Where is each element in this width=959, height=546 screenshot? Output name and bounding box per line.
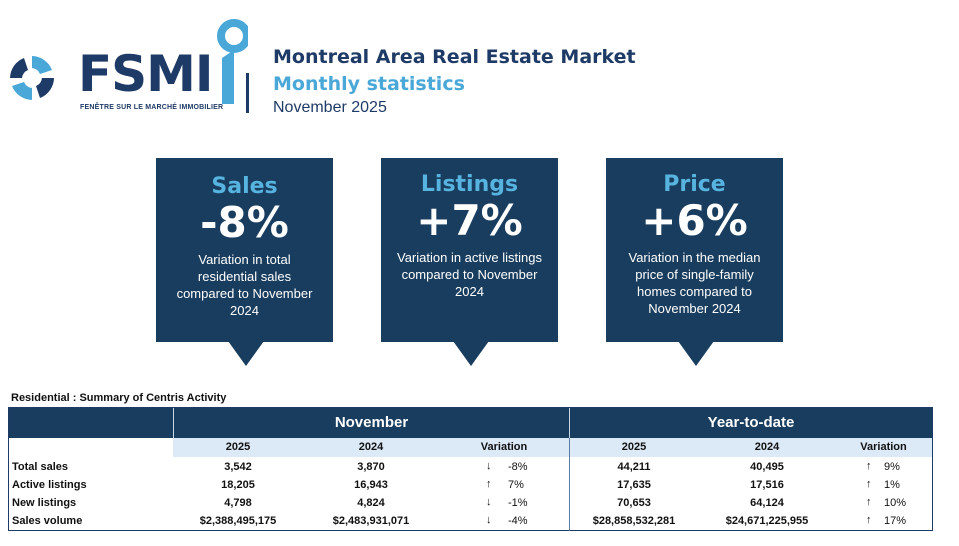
arrow-down-icon: ↓ [486,460,492,472]
page-subtitle: Monthly statistics [273,73,465,95]
arrow-up-icon: ↑ [866,460,872,472]
group-year-to-date: Year-to-date [569,408,932,438]
col-ytd-2025: 2025 [621,441,647,453]
table-row: New listings 4,798 4,824 70,653 64,124 ↓ -1% ↑ 1… [9,495,932,513]
cell-nov-2024: $2,483,931,071 [332,515,410,527]
row-label: Active listings [12,479,87,491]
cell-nov-variation: 7% [508,479,524,491]
cell-nov-2025: 18,205 [221,479,255,491]
callout-value: +6% [641,196,748,245]
group-divider [569,438,570,531]
cell-nov-2024: 3,870 [357,461,385,473]
row-label: New listings [12,497,77,509]
logo-wordmark: FSMI [78,45,214,103]
cell-ytd-2025: $28,858,532,281 [592,515,676,527]
callout-description: Variation in total residential sales com… [176,252,313,318]
col-ytd-variation: Variation [860,441,907,453]
callout-description: Variation in active listings compared to… [397,250,542,299]
cell-nov-2024: 16,943 [354,479,388,491]
col-nov-2025: 2025 [225,441,251,453]
price-callout: Price +6% Variation in the median price … [606,158,783,366]
callout-value: -8% [200,198,289,247]
callout-title: Listings [420,172,519,197]
cell-ytd-2025: 17,635 [617,479,651,491]
report-period: November 2025 [273,99,387,116]
callout-title: Price [663,172,726,197]
page-title: Montreal Area Real Estate Market [273,46,636,68]
logo-tagline: FENÊTRE SUR LE MARCHÉ IMMOBILIER [80,104,224,111]
arrow-down-icon: ↓ [486,496,492,508]
centris-activity-table: November Year-to-date 2025 2024 Variatio… [8,407,933,531]
cell-ytd-variation: 17% [884,515,907,527]
cell-nov-variation: -1% [508,497,528,509]
table-caption: Residential : Summary of Centris Activit… [11,392,227,404]
cell-nov-variation: -8% [508,461,528,473]
cell-ytd-variation: 1% [884,479,900,491]
cell-ytd-2024: $24,671,225,955 [725,515,809,527]
callout-value: +7% [416,196,523,245]
cell-nov-variation: -4% [508,515,528,527]
listings-callout: Listings +7% Variation in active listing… [381,158,558,366]
col-ytd-2024: 2024 [754,441,780,453]
arrow-down-icon: ↓ [486,514,492,526]
callout-description: Variation in the median price of single-… [628,250,761,316]
sales-callout: Sales -8% Variation in total residential… [156,158,333,366]
cell-ytd-variation: 10% [884,497,907,509]
map-pin-icon [217,19,248,104]
col-nov-2024: 2024 [358,441,384,453]
cell-nov-2025: $2,388,495,175 [199,515,277,527]
cell-ytd-2025: 44,211 [617,461,651,473]
arrow-up-icon: ↑ [866,478,872,490]
fsmi-swirl-logo-icon [10,56,54,100]
arrow-up-icon: ↑ [866,496,872,508]
row-label: Total sales [12,461,69,473]
cell-ytd-2024: 17,516 [750,479,784,491]
arrow-up-icon: ↑ [866,514,872,526]
cell-ytd-variation: 9% [884,461,900,473]
cell-ytd-2025: 70,653 [617,497,651,509]
table-row: Active listings 18,205 16,943 17,635 17,516 ↑… [9,477,932,495]
callout-title: Sales [211,174,278,199]
header-divider [246,73,249,113]
table-column-header: 2025 2024 Variation 2025 2024 Variation [173,438,932,457]
cell-nov-2024: 4,824 [357,497,385,509]
cell-nov-2025: 3,542 [224,461,252,473]
arrow-up-icon: ↑ [486,478,492,490]
table-row: Sales volume $2,388,495,175 $2,483,931,071… [9,513,932,531]
cell-ytd-2024: 64,124 [750,497,784,509]
col-nov-variation: Variation [480,441,528,453]
table-row: Total sales 3,542 3,870 44,211 40,495 ↓ -8% ↑ 9% [9,459,932,477]
row-label: Sales volume [12,515,83,527]
table-group-header: November Year-to-date [9,408,932,438]
cell-ytd-2024: 40,495 [750,461,784,473]
cell-nov-2025: 4,798 [224,497,252,509]
group-november: November [173,408,569,438]
